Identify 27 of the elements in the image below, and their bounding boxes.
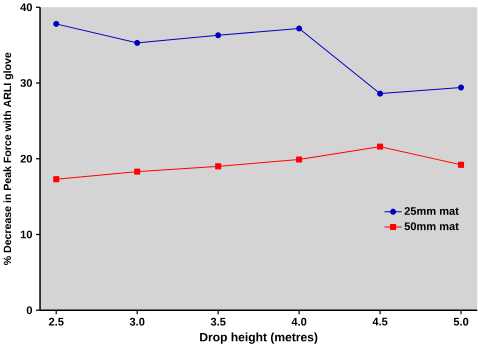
- point: [458, 84, 464, 90]
- y-tick-label: 30: [20, 79, 32, 87]
- y-tick-label: 0: [26, 306, 32, 314]
- y-tick-label: 10: [20, 230, 32, 238]
- x-tick-label: 4.0: [292, 318, 306, 326]
- x-axis-title: Drop height (metres): [200, 332, 318, 344]
- point: [296, 25, 302, 32]
- point: [215, 32, 222, 38]
- legend-label: 50mm mat: [404, 222, 459, 230]
- point: [215, 163, 222, 170]
- y-axis-title: % Decrease in Peak Force with ARLI glove: [3, 52, 14, 265]
- point: [53, 176, 60, 182]
- y-tick-label: 20: [20, 154, 32, 163]
- x-tick-label: 3.0: [130, 318, 144, 326]
- point: [296, 156, 302, 162]
- point: [134, 40, 140, 46]
- y-tick-label: 40: [20, 3, 32, 12]
- point: [458, 162, 464, 168]
- legend-label: 25mm mat: [404, 207, 459, 215]
- x-tick-label: 2.5: [48, 318, 64, 326]
- x-tick-label: 4.5: [372, 318, 388, 326]
- point: [53, 20, 60, 27]
- x-tick-label: 3.5: [210, 318, 226, 326]
- point: [377, 144, 384, 150]
- x-tick-label: 5.0: [454, 318, 468, 326]
- point: [377, 90, 384, 97]
- point: [134, 168, 140, 175]
